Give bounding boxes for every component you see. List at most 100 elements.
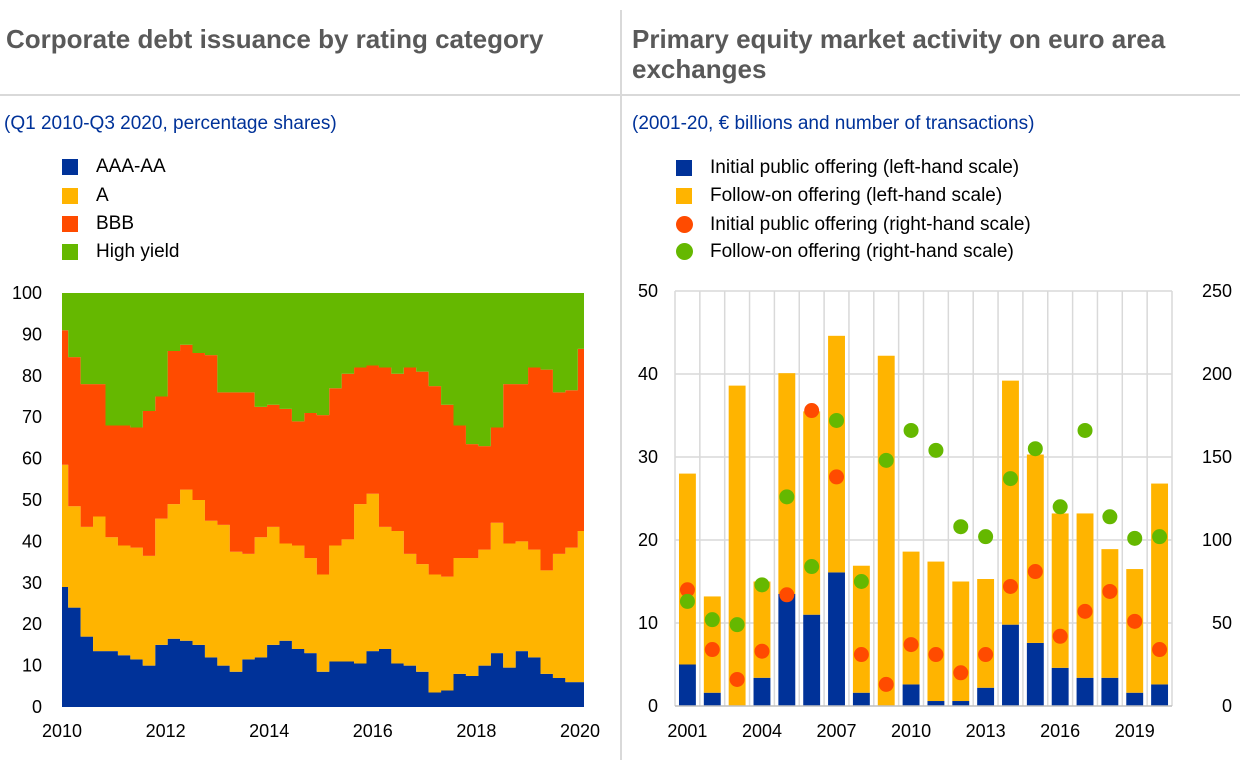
bar-ipo-lhs — [1051, 667, 1069, 706]
bar-follow-on-lhs — [1026, 454, 1044, 643]
y-right-tick-label: 0 — [1222, 696, 1232, 716]
y-tick-label: 0 — [32, 697, 42, 717]
y-tick-label: 10 — [22, 656, 42, 676]
panel-divider — [620, 10, 622, 760]
x-tick-label: 2019 — [1115, 721, 1155, 741]
dot-follow-on-rhs — [878, 452, 894, 468]
legend-label: High yield — [96, 241, 180, 262]
dot-ipo-rhs — [1077, 603, 1093, 619]
x-tick-label: 2004 — [742, 721, 782, 741]
y-left-tick-label: 30 — [638, 447, 658, 467]
dot-follow-on-rhs — [1052, 499, 1068, 515]
y-right-tick-label: 250 — [1202, 281, 1232, 301]
dot-ipo-rhs — [754, 643, 770, 659]
bar-ipo-lhs — [927, 701, 945, 706]
left-chart-subtitle: (Q1 2010-Q3 2020, percentage shares) — [4, 113, 337, 134]
x-tick-label: 2001 — [667, 721, 707, 741]
x-tick-label: 2018 — [456, 721, 496, 741]
dot-follow-on-rhs — [928, 442, 944, 458]
dot-follow-on-rhs — [853, 574, 869, 589]
x-tick-label: 2020 — [560, 721, 600, 741]
legend-label: AAA-AA — [96, 156, 166, 177]
y-tick-label: 60 — [22, 449, 42, 469]
dot-ipo-rhs — [978, 647, 994, 663]
y-left-tick-label: 0 — [648, 696, 658, 716]
bar-follow-on-lhs — [753, 581, 771, 678]
left-chart-title: Corporate debt issuance by rating catego… — [6, 24, 544, 54]
right-chart-subtitle: (2001-20, € billions and number of trans… — [632, 113, 1035, 134]
bar-follow-on-lhs — [778, 373, 796, 594]
dot-follow-on-rhs — [679, 593, 695, 609]
bar-follow-on-lhs — [1126, 569, 1144, 693]
legend-label: A — [96, 185, 109, 206]
y-right-tick-label: 200 — [1202, 364, 1232, 384]
bar-follow-on-lhs — [1101, 549, 1119, 678]
bar-follow-on-lhs — [728, 385, 746, 706]
dot-ipo-rhs — [1152, 642, 1168, 658]
dot-follow-on-rhs — [978, 529, 994, 545]
bar-ipo-lhs — [753, 677, 771, 706]
y-tick-label: 100 — [12, 283, 42, 303]
dot-ipo-rhs — [853, 647, 869, 663]
bar-follow-on-lhs — [952, 581, 970, 702]
legend-dot-ipo-rhs — [676, 216, 693, 233]
bar-follow-on-lhs — [977, 579, 995, 688]
y-tick-label: 50 — [22, 490, 42, 510]
dot-follow-on-rhs — [953, 519, 969, 535]
bar-ipo-lhs — [1026, 642, 1044, 706]
dot-follow-on-rhs — [1077, 422, 1093, 438]
bar-follow-on-lhs — [678, 473, 696, 665]
dot-follow-on-rhs — [1102, 509, 1118, 525]
dot-ipo-rhs — [903, 637, 919, 653]
dot-ipo-rhs — [928, 647, 944, 663]
y-left-tick-label: 40 — [638, 364, 658, 384]
bar-ipo-lhs — [1126, 692, 1144, 706]
dot-follow-on-rhs — [903, 422, 919, 438]
dot-ipo-rhs — [953, 665, 969, 681]
x-tick-label: 2014 — [249, 721, 289, 741]
y-tick-label: 80 — [22, 366, 42, 386]
dot-ipo-rhs — [1002, 578, 1018, 594]
dot-ipo-rhs — [1052, 628, 1068, 644]
bar-follow-on-lhs — [852, 565, 870, 693]
bar-ipo-lhs — [1101, 677, 1119, 706]
x-tick-label: 2010 — [891, 721, 931, 741]
y-tick-label: 90 — [22, 324, 42, 344]
legend-label: Follow-on offering (left-hand scale) — [710, 185, 1003, 206]
dot-ipo-rhs — [829, 469, 845, 485]
x-tick-label: 2007 — [817, 721, 857, 741]
dot-ipo-rhs — [679, 582, 695, 598]
dot-ipo-rhs — [779, 587, 795, 603]
dot-follow-on-rhs — [1027, 441, 1043, 457]
dot-follow-on-rhs — [704, 612, 720, 628]
x-tick-label: 2010 — [42, 721, 82, 741]
legend-swatch-bbb — [62, 216, 78, 232]
legend-swatch-ipo-lhs — [676, 160, 692, 176]
bar-ipo-lhs — [952, 701, 970, 706]
y-right-tick-label: 100 — [1202, 530, 1232, 550]
bar-ipo-lhs — [902, 684, 920, 706]
bar-follow-on-lhs — [877, 355, 895, 706]
dot-follow-on-rhs — [1152, 529, 1168, 545]
bar-follow-on-lhs — [828, 335, 845, 573]
dot-ipo-rhs — [1127, 613, 1143, 629]
dot-follow-on-rhs — [754, 577, 770, 593]
legend-dot-follow-on-rhs — [676, 243, 693, 260]
legend-label: BBB — [96, 213, 135, 234]
dot-ipo-rhs — [878, 676, 894, 692]
area-series-a — [62, 464, 584, 693]
right-chart-title: Primary equity market activity on euro a… — [632, 24, 1166, 84]
stacked-area-chart: 0 10 20 30 40 50 60 70 80 90 100 2010 2012 2014 2016 20… — [12, 283, 600, 741]
bar-ipo-lhs — [1002, 624, 1019, 706]
bar-ipo-lhs — [977, 687, 995, 706]
bar-ipo-lhs — [828, 572, 845, 706]
right-panel: Primary equity market activity on euro a… — [622, 0, 1240, 768]
area-series-bbb — [62, 330, 584, 577]
right-title-divider — [622, 94, 1240, 96]
dot-follow-on-rhs — [1002, 471, 1018, 487]
dot-follow-on-rhs — [779, 489, 795, 505]
x-tick-label: 2012 — [146, 721, 186, 741]
y-left-tick-label: 20 — [638, 530, 658, 550]
bar-follow-on-lhs — [902, 551, 920, 685]
legend-label: Initial public offering (left-hand scale… — [710, 157, 1020, 178]
